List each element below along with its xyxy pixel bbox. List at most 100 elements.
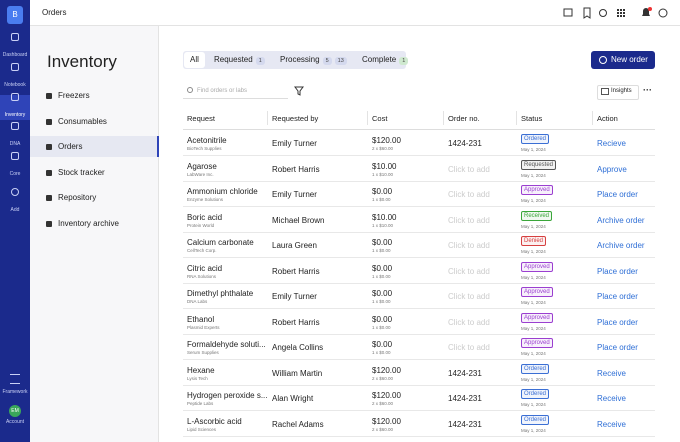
logo[interactable]: B xyxy=(7,6,23,24)
insights-button[interactable] xyxy=(597,85,639,100)
action-link[interactable]: Place order xyxy=(597,292,638,301)
order-placeholder[interactable]: Click to add xyxy=(448,164,490,174)
vendor: BioTech Supplies xyxy=(187,146,222,151)
tab-label: Complete xyxy=(362,55,397,64)
nav-label[interactable]: DNA xyxy=(9,141,21,147)
icon[interactable] xyxy=(617,9,625,17)
status-date: May 1, 2024 xyxy=(521,351,546,356)
status-badge: Ordered xyxy=(521,414,550,425)
action-link[interactable]: Receive xyxy=(597,394,626,403)
sidebar-item[interactable]: Orders xyxy=(58,142,83,151)
status-date: May 1, 2024 xyxy=(521,376,546,382)
cost: $10.00 xyxy=(372,161,397,171)
nav-label[interactable]: Core xyxy=(9,171,21,177)
column-divider xyxy=(367,111,368,125)
column-header: Action xyxy=(597,114,618,123)
action-link[interactable]: Recieve xyxy=(597,139,626,148)
status-badge: Ordered xyxy=(521,363,550,374)
action-link[interactable]: Archive order xyxy=(597,241,645,250)
vendor: Protein World xyxy=(187,222,215,228)
tab[interactable]: Complete 1 xyxy=(362,55,409,65)
tab-label: Requested xyxy=(214,55,253,64)
sidebar-item[interactable]: Inventory archive xyxy=(58,219,119,228)
icon[interactable] xyxy=(583,7,591,19)
sidebar-item[interactable]: Stock tracker xyxy=(58,168,105,177)
nav-label[interactable]: Framework xyxy=(2,389,28,395)
action-link[interactable]: Place order xyxy=(597,343,638,352)
table-row xyxy=(183,360,655,386)
order-placeholder[interactable]: Click to add xyxy=(448,241,490,250)
avatar[interactable]: EM xyxy=(9,405,21,417)
nav-icon[interactable] xyxy=(11,63,19,71)
nav-icon[interactable] xyxy=(11,152,19,160)
tab[interactable]: All xyxy=(190,55,199,64)
order-placeholder[interactable]: Click to add xyxy=(448,190,490,199)
nav-label[interactable]: Account xyxy=(5,419,25,425)
nav-label[interactable]: Inventory xyxy=(4,112,26,118)
new-order-button[interactable] xyxy=(591,51,655,69)
order-placeholder[interactable]: Click to add xyxy=(448,343,490,352)
quantity: 2 x $60.00 xyxy=(372,426,394,432)
filter-icon[interactable] xyxy=(294,86,304,96)
order-number: 1424-231 xyxy=(448,394,482,403)
quantity: 2 x $60.00 xyxy=(372,401,394,406)
status-badge: Approved xyxy=(521,338,553,348)
order-placeholder[interactable]: Click to add xyxy=(448,266,490,276)
action-link[interactable]: Receive xyxy=(597,419,626,429)
tab[interactable]: Requested 1 xyxy=(214,55,265,65)
sidebar-icon xyxy=(46,93,52,99)
nav-label[interactable]: Notebook xyxy=(4,82,26,88)
more-menu[interactable]: ··· xyxy=(643,85,652,95)
order-placeholder[interactable]: Click to add xyxy=(448,317,490,327)
tab[interactable]: Processing 5 13 xyxy=(280,55,347,65)
order-placeholder[interactable]: Click to add xyxy=(448,292,490,301)
sidebar-item[interactable]: Repository xyxy=(58,193,97,202)
requester: Robert Harris xyxy=(272,317,320,327)
cost: $10.00 xyxy=(372,212,397,222)
nav-label[interactable]: Dashboard xyxy=(2,52,28,58)
action-link[interactable]: Place order xyxy=(597,266,638,276)
item-name: L-Ascorbic acid xyxy=(187,416,242,426)
nav-icon[interactable] xyxy=(11,93,19,101)
nav-icon[interactable] xyxy=(11,122,19,130)
sidebar-item[interactable]: Freezers xyxy=(58,91,90,100)
vendor: Plasmid Experts xyxy=(187,324,220,330)
nav-icon[interactable] xyxy=(11,188,19,196)
item-name: Ammonium chloride xyxy=(187,187,258,196)
icon[interactable] xyxy=(642,8,650,16)
vendor: Enzyme Solutions xyxy=(187,197,224,202)
icon[interactable] xyxy=(563,8,573,17)
nav-icon[interactable] xyxy=(11,33,19,41)
status-badge: Ordered xyxy=(521,134,550,144)
plus-icon xyxy=(599,56,607,64)
status-date: May 1, 2024 xyxy=(521,274,546,280)
table-row xyxy=(183,130,655,156)
sidebar-title: Inventory xyxy=(47,52,117,71)
cost: $120.00 xyxy=(372,391,401,400)
icon[interactable] xyxy=(658,8,668,18)
table-row xyxy=(183,181,655,207)
order-placeholder[interactable]: Click to add xyxy=(448,215,490,225)
item-name: Citric acid xyxy=(187,263,223,273)
action-link[interactable]: Place order xyxy=(597,190,638,199)
nav-label[interactable]: Add xyxy=(10,207,20,213)
search-box[interactable] xyxy=(183,84,288,99)
cost: $0.00 xyxy=(372,314,393,324)
sidebar-item[interactable]: Consumables xyxy=(58,117,107,126)
icon[interactable] xyxy=(599,9,607,17)
status-badge: Approved xyxy=(521,312,553,323)
requester: Michael Brown xyxy=(272,215,325,225)
order-number: 1424-231 xyxy=(448,139,482,148)
status-date: May 1, 2024 xyxy=(521,300,546,305)
active-tab xyxy=(184,52,205,68)
requester: Robert Harris xyxy=(272,266,320,276)
status-date: May 1, 2024 xyxy=(521,198,546,203)
action-link[interactable]: Archive order xyxy=(597,215,645,225)
quantity: 2 x $60.00 xyxy=(372,146,394,151)
action-link[interactable]: Place order xyxy=(597,317,638,327)
quantity: 1 x $0.00 xyxy=(372,197,391,202)
action-link[interactable]: Approve xyxy=(597,164,627,174)
action-link[interactable]: Receive xyxy=(597,368,626,378)
column-divider xyxy=(592,111,593,125)
